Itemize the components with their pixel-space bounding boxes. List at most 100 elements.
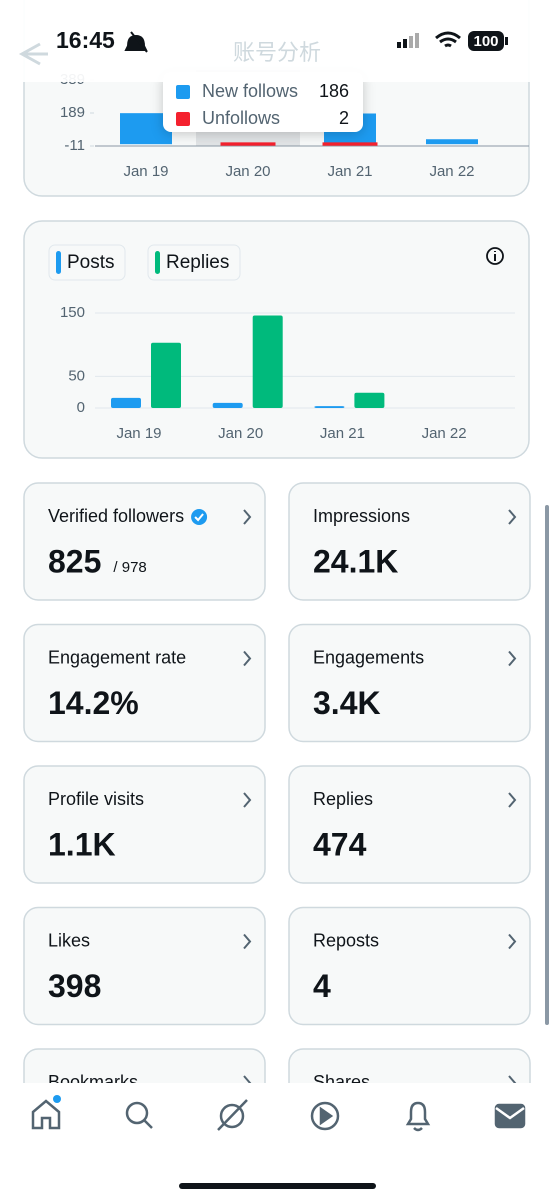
tooltip-value: 2 (339, 108, 349, 128)
tooltip: New follows 186 Unfollows 2 (163, 72, 363, 132)
info-circle (486, 247, 504, 265)
mute-icon (124, 31, 148, 53)
chevron (243, 650, 252, 667)
nav-video[interactable] (310, 1101, 340, 1131)
reply-bar (151, 342, 181, 408)
stat-value: 474 (313, 826, 367, 862)
legend-chip[interactable] (48, 244, 126, 281)
follow-bar (426, 139, 478, 145)
post-bar (314, 406, 345, 408)
stat-value: 4 (313, 968, 331, 1004)
x-tick-label: Jan 20 (225, 163, 270, 180)
stat-card[interactable]: Engagement rate 14.2% (23, 623, 266, 743)
x-tick-label: Jan 20 (218, 425, 263, 442)
legend-label: Posts (67, 252, 115, 273)
nav-bar (0, 1083, 554, 1200)
stat-value: 398 (48, 968, 101, 1004)
legend-label: Replies (166, 252, 229, 273)
tooltip-swatch (176, 85, 190, 99)
wifi-icon (435, 31, 461, 48)
nav-search[interactable] (125, 1101, 153, 1129)
x-tick-label: Jan 21 (320, 425, 365, 442)
nav-home-dot (53, 1095, 61, 1103)
legend-swatch (155, 251, 160, 274)
stat-card-bg (23, 906, 266, 1026)
stat-label: Impressions (313, 506, 410, 526)
stat-card-bg (288, 623, 531, 743)
verified-badge (191, 509, 208, 525)
back-button[interactable] (18, 42, 48, 66)
battery-tip (505, 37, 508, 45)
stat-card-bg (23, 482, 266, 601)
nav-notifications[interactable] (405, 1101, 431, 1132)
verified-check (194, 513, 204, 522)
legend-chip[interactable] (147, 244, 241, 281)
chevron (243, 933, 252, 950)
battery-level: 100 (473, 33, 498, 50)
stat-value: 24.1K (313, 543, 398, 579)
y-tick-label: -11 (64, 137, 85, 154)
reply-bar (354, 392, 385, 408)
legend-swatch (56, 251, 61, 274)
tooltip-name: New follows (202, 81, 298, 101)
signal-icon (397, 33, 419, 48)
post-bar (212, 402, 243, 408)
header-title: 账号分析 (233, 40, 321, 65)
x-tick-label: Jan 19 (123, 163, 168, 180)
y-tick-label: 50 (68, 367, 85, 384)
stat-card[interactable]: Profile visits 1.1K (23, 765, 266, 884)
stat-label: Reposts (313, 930, 379, 950)
battery-icon (468, 31, 504, 51)
nav-messages[interactable] (494, 1103, 526, 1129)
header-bg (0, 0, 554, 82)
stat-value: 825 (48, 543, 101, 579)
tooltip-value: 186 (319, 81, 349, 101)
stat-total: / 978 (113, 559, 146, 576)
stat-value: 1.1K (48, 826, 116, 862)
y-tick-label: 189 (60, 104, 85, 121)
reply-bar (252, 315, 283, 408)
x-tick-label: Jan 22 (429, 163, 474, 180)
chevron (243, 509, 252, 525)
chevron (508, 792, 517, 808)
stat-card[interactable]: Verified followers 825 / 978 (23, 482, 266, 601)
stat-card-bg (23, 623, 266, 743)
tooltip-name: Unfollows (202, 108, 280, 128)
stat-card[interactable]: Likes 398 (23, 906, 266, 1026)
stat-card-bg (288, 765, 531, 884)
info-icon[interactable] (486, 247, 504, 265)
stat-card-bg (23, 765, 266, 884)
tooltip-swatch (176, 112, 190, 126)
chevron (508, 933, 517, 950)
home-indicator (179, 1183, 376, 1189)
stat-card[interactable]: Engagements 3.4K (288, 623, 531, 743)
chevron (508, 650, 517, 667)
stat-card-bg (288, 482, 531, 601)
nav-home[interactable] (31, 1099, 61, 1130)
x-tick-label: Jan 21 (327, 163, 372, 180)
post-bar (111, 397, 141, 408)
stat-card[interactable]: Impressions 24.1K (288, 482, 531, 601)
stat-label: Replies (313, 789, 373, 809)
stat-card[interactable]: Replies 474 (288, 765, 531, 884)
status-time: 16:45 (56, 27, 115, 53)
x-tick-label: Jan 22 (422, 425, 467, 442)
stat-label: Profile visits (48, 789, 144, 809)
stat-value: 14.2% (48, 685, 139, 721)
y-tick-label: 150 (60, 304, 85, 321)
tooltip-box (163, 72, 363, 132)
x-tick-label: Jan 19 (116, 425, 161, 442)
stat-value: 3.4K (313, 685, 381, 721)
y-tick-label: 0 (77, 399, 85, 416)
stat-card[interactable]: Reposts 4 (288, 906, 531, 1026)
stat-card-bg (288, 906, 531, 1026)
stat-label: Likes (48, 930, 90, 950)
scrollbar (545, 505, 549, 1025)
nav-grok[interactable] (217, 1099, 248, 1131)
stat-label: Engagements (313, 647, 424, 667)
chevron (243, 792, 252, 808)
